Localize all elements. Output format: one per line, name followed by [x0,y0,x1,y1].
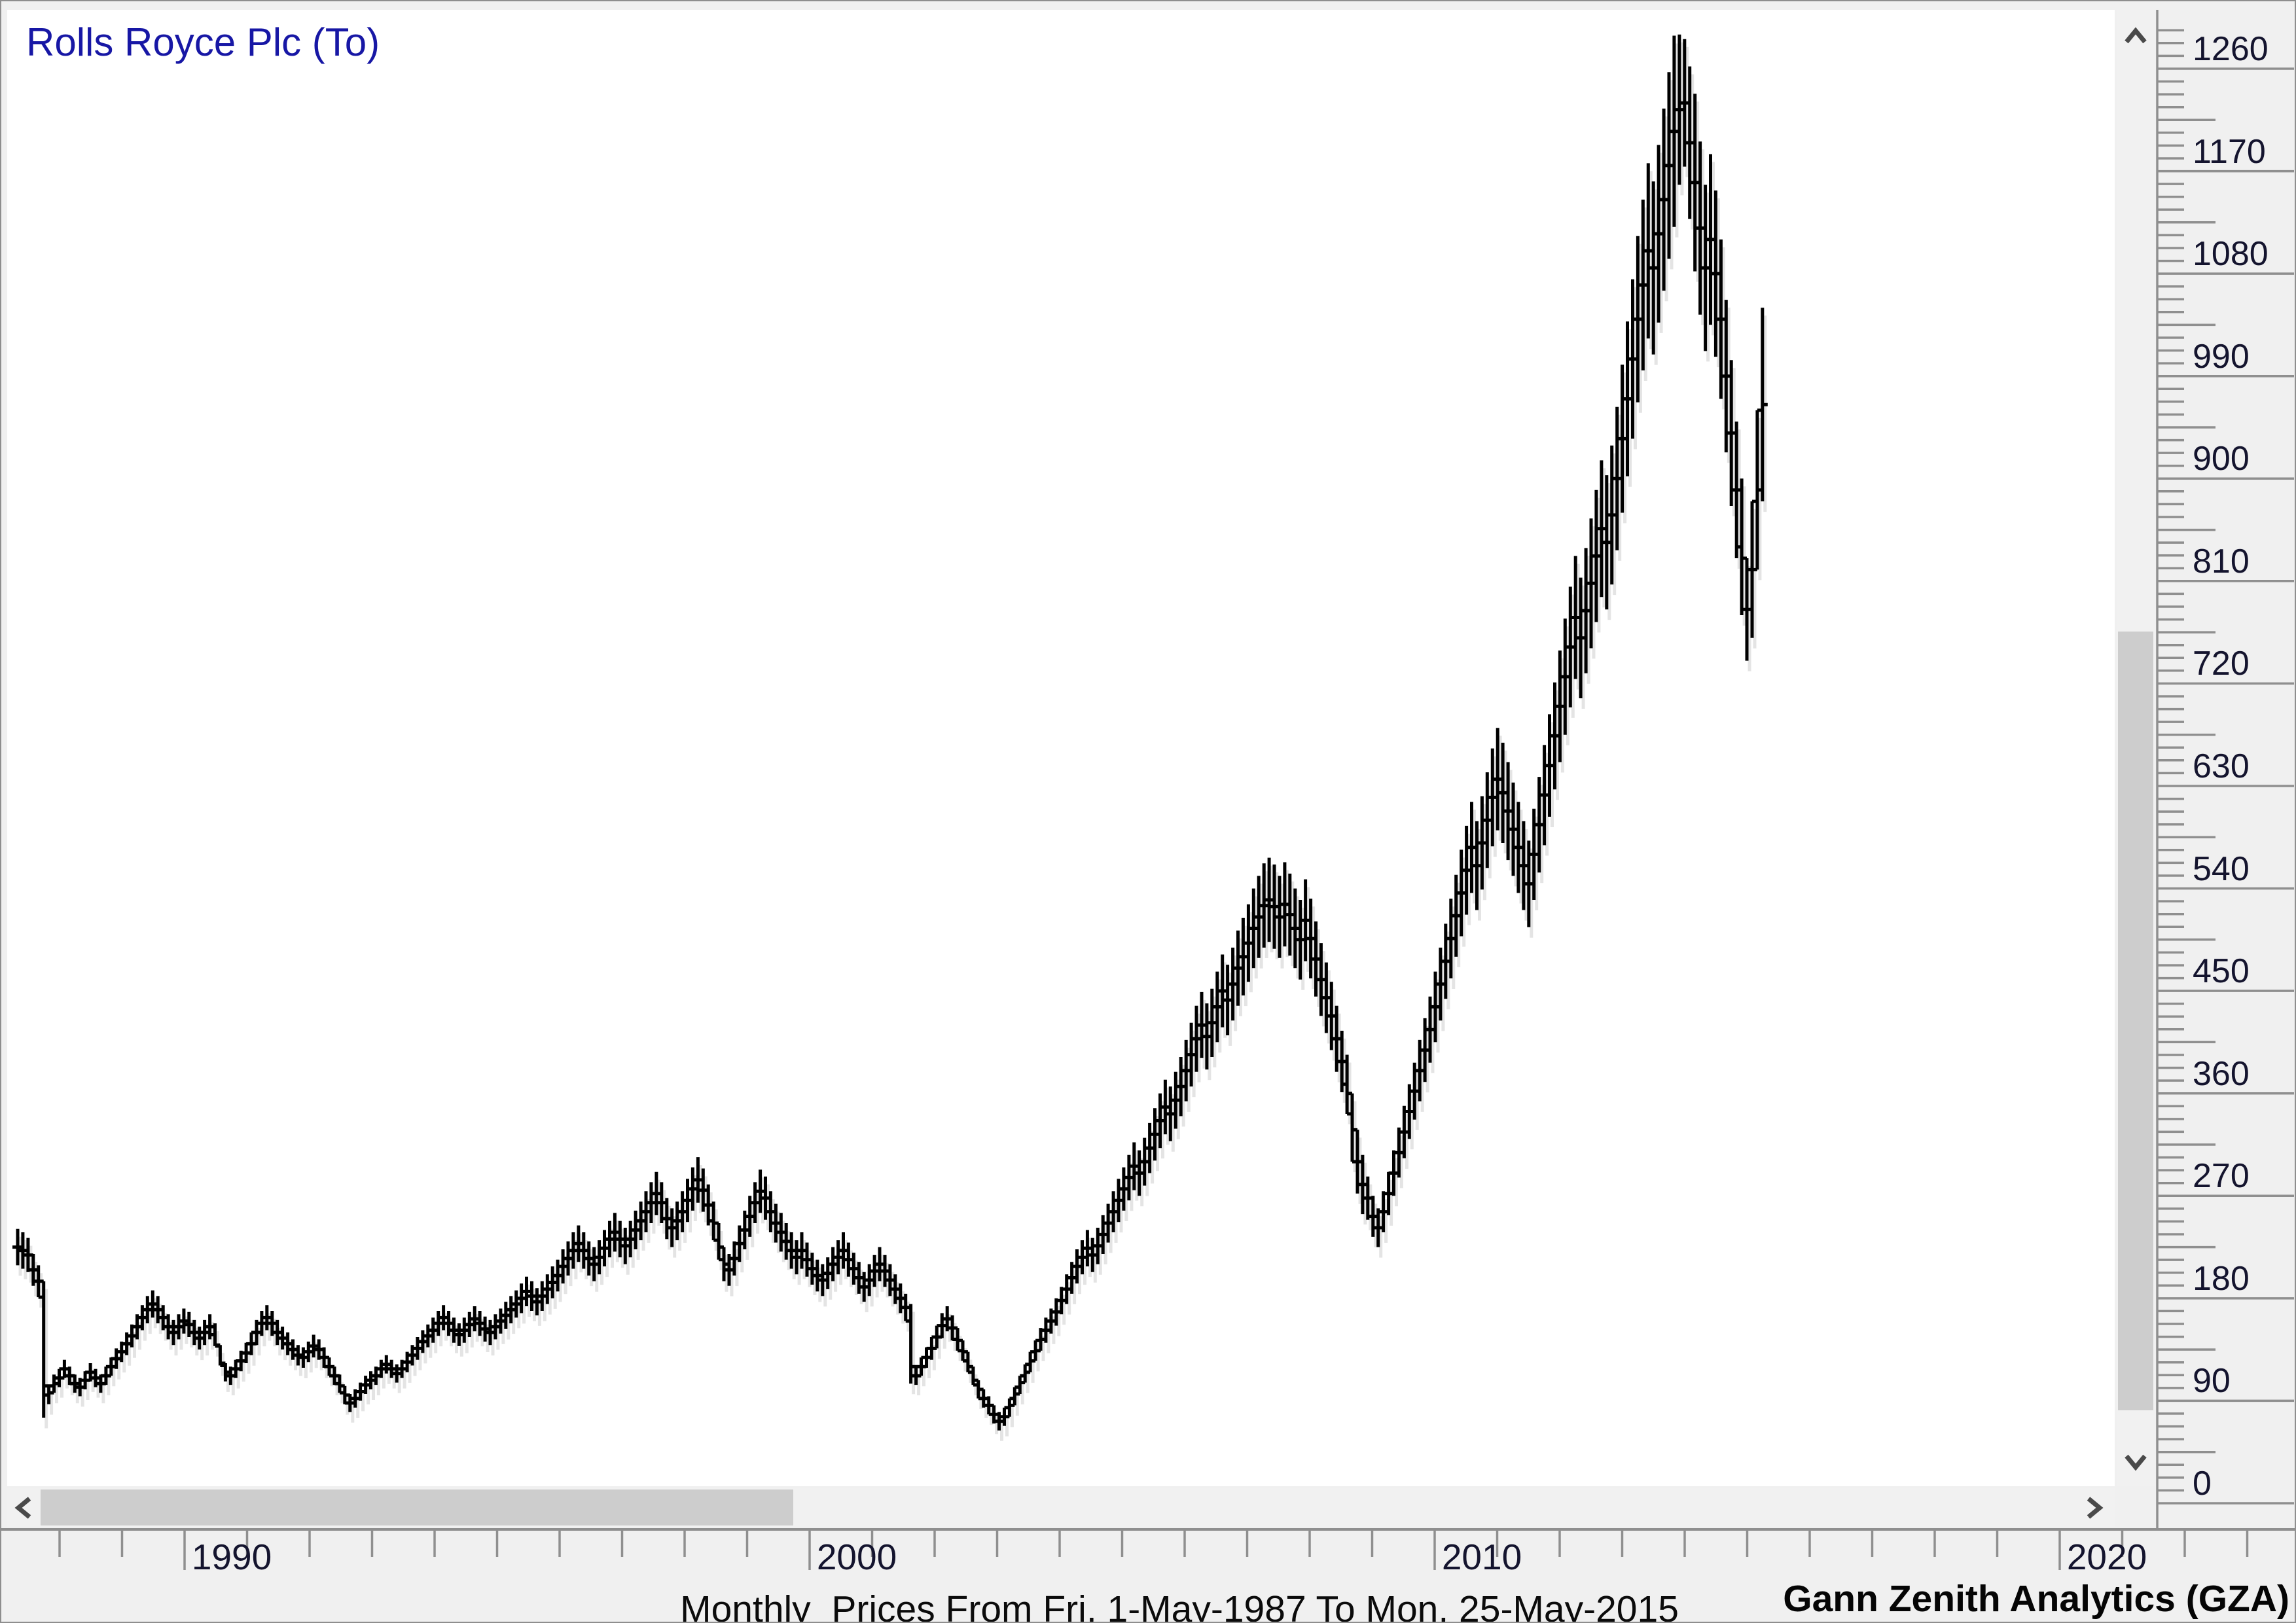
y-axis-label: 450 [2193,952,2250,990]
y-axis-label: 990 [2193,338,2250,376]
scroll-down-button[interactable] [2117,1438,2155,1486]
horizontal-scrollbar-thumb[interactable] [33,1489,793,1525]
y-axis-label: 270 [2193,1157,2250,1195]
chevron-up-icon [2125,27,2147,44]
y-axis-label: 0 [2193,1465,2212,1503]
chevron-down-icon [2125,1454,2147,1471]
scroll-right-button[interactable] [2075,1488,2114,1527]
chevron-right-icon [2087,1496,2104,1519]
y-axis-label: 900 [2193,440,2250,478]
chevron-left-icon [14,1496,31,1519]
y-axis-label: 360 [2193,1055,2250,1093]
y-axis-label: 180 [2193,1260,2250,1298]
y-axis-label: 720 [2193,645,2250,683]
x-ruler-ticks [58,1531,2249,1570]
vertical-scrollbar-thumb[interactable] [2118,632,2153,1410]
branding-watermark: Gann Zenith Analytics (GZA) [1783,1578,2289,1620]
y-axis-label: 540 [2193,850,2250,888]
scroll-up-button[interactable] [2117,10,2155,62]
chart-caption: Monthly Prices From Fri, 1-May-1987 To M… [680,1588,1679,1623]
x-axis-label: 2000 [816,1537,897,1577]
y-axis-label: 1170 [2193,133,2266,171]
x-axis-label: 2020 [2066,1537,2147,1577]
y-axis-label: 90 [2193,1362,2231,1400]
chart-title: Rolls Royce Plc (To) [26,20,380,64]
scroll-left-button[interactable] [7,1488,41,1527]
chart-plot-area[interactable] [7,10,2115,1486]
y-axis-label: 810 [2193,543,2250,580]
x-axis-label: 2010 [1441,1537,1522,1577]
y-axis-label: 630 [2193,747,2250,785]
y-axis-label: 1080 [2193,235,2269,273]
y-axis-label: 1260 [2193,30,2269,68]
x-axis-label: 1990 [191,1537,272,1577]
